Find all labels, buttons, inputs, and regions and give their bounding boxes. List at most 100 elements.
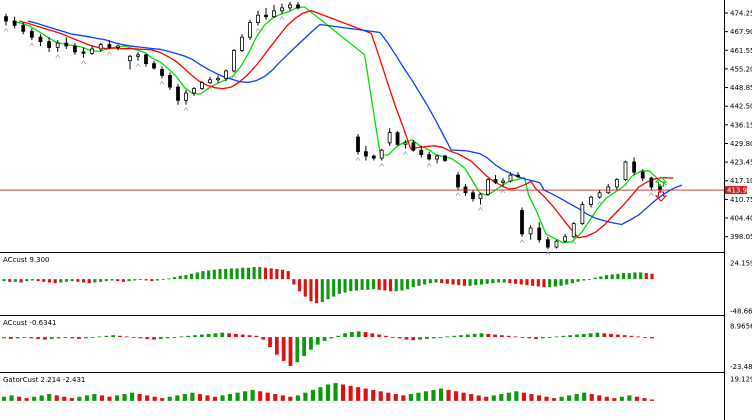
candle: [98, 43, 103, 52]
candle: [207, 76, 213, 91]
histogram-bar: [104, 279, 108, 282]
price-tick-label: 398.05: [730, 233, 752, 241]
histogram-bar: [457, 279, 461, 286]
histogram-bar: [371, 389, 376, 401]
candle: [240, 34, 244, 52]
histogram-bar: [190, 392, 195, 401]
candle-body: [379, 149, 384, 159]
candle: [159, 66, 165, 85]
candle-body: [144, 54, 148, 65]
histogram-bar: [438, 337, 443, 338]
candle: [435, 154, 439, 164]
price-tick-label: 442.50: [730, 103, 752, 111]
fractal-arrow-icon: [207, 86, 213, 91]
histogram-bar: [454, 391, 459, 401]
histogram-bar: [84, 395, 89, 401]
histogram-bar: [263, 267, 268, 280]
histogram-bar: [138, 337, 143, 339]
candle: [623, 160, 628, 188]
histogram-bar: [114, 395, 120, 401]
candle: [279, 3, 285, 20]
candle: [29, 28, 35, 47]
candle-body: [640, 171, 645, 179]
histogram-bar: [36, 279, 40, 282]
histogram-bar: [265, 392, 270, 401]
candle-body: [632, 161, 637, 173]
histogram-bar: [207, 270, 211, 280]
histogram-bar: [97, 336, 102, 338]
histogram-bar: [152, 396, 157, 401]
histogram-bar: [529, 394, 534, 401]
histogram-bar: [195, 272, 199, 280]
histogram-bar: [604, 396, 609, 401]
histogram-bar: [62, 396, 67, 401]
price-tick-label: 429.80: [730, 140, 752, 148]
candle-body: [98, 44, 103, 50]
fractal-arrow-icon: [29, 42, 35, 47]
candle: [395, 131, 400, 146]
histogram-bar: [599, 276, 603, 280]
candle: [231, 48, 237, 79]
histogram-bar: [241, 267, 245, 280]
candle-body: [21, 25, 26, 32]
histogram-bar: [130, 392, 135, 401]
histogram-bar: [491, 279, 495, 284]
candle-body: [623, 161, 628, 180]
candle: [419, 145, 424, 158]
histogram-bar: [354, 279, 358, 291]
histogram-bar: [59, 279, 63, 283]
histogram-bar: [122, 394, 127, 401]
histogram-bar: [172, 277, 177, 280]
histogram-bar: [650, 337, 654, 339]
oscillator-tick-label: -23.4834: [730, 363, 752, 371]
candle: [38, 34, 43, 47]
candle: [508, 172, 513, 183]
histogram-bar: [643, 337, 648, 338]
candle-body: [168, 74, 172, 88]
histogram-bar: [19, 279, 23, 283]
histogram-bar: [8, 279, 12, 282]
histogram-bar: [288, 337, 293, 366]
histogram-bar: [93, 279, 97, 283]
candle-body: [128, 55, 132, 62]
oscillator-tick-label: 24.159: [730, 259, 752, 267]
histogram-bar: [559, 396, 564, 401]
fractal-arrow-icon: [649, 192, 654, 197]
histogram-bar: [349, 332, 354, 338]
histogram-bar: [393, 394, 398, 401]
candle: [589, 195, 593, 208]
histogram-bar: [261, 337, 266, 340]
candle: [216, 75, 220, 83]
histogram-bar: [370, 333, 375, 338]
histogram-bar: [205, 395, 210, 401]
candle: [554, 239, 559, 249]
histogram-bar: [377, 334, 382, 338]
histogram-bar: [280, 395, 285, 401]
histogram-bar: [145, 395, 150, 401]
histogram-bar: [76, 279, 80, 282]
histogram-bar: [336, 335, 341, 338]
candle: [183, 90, 189, 111]
price-tick-label: 423.45: [730, 159, 752, 167]
histogram-bar: [213, 333, 218, 338]
histogram-bar: [15, 337, 20, 339]
histogram-bar: [212, 269, 216, 280]
histogram-bar: [333, 383, 338, 401]
histogram-bar: [8, 337, 13, 339]
histogram-bar: [627, 395, 632, 401]
candle-body: [563, 236, 568, 242]
histogram-bar: [36, 337, 40, 339]
candle-body: [456, 174, 460, 188]
candle-body: [296, 4, 300, 9]
histogram-bar: [247, 335, 252, 338]
candle: [272, 4, 276, 19]
histogram-bar: [150, 279, 154, 282]
histogram-bar: [644, 273, 648, 280]
price-pane: [0, 2, 724, 256]
histogram-bar: [87, 279, 91, 284]
histogram-bar: [597, 395, 602, 401]
histogram-bar: [240, 334, 245, 338]
histogram-bar: [394, 279, 398, 292]
histogram-bar: [318, 387, 323, 401]
